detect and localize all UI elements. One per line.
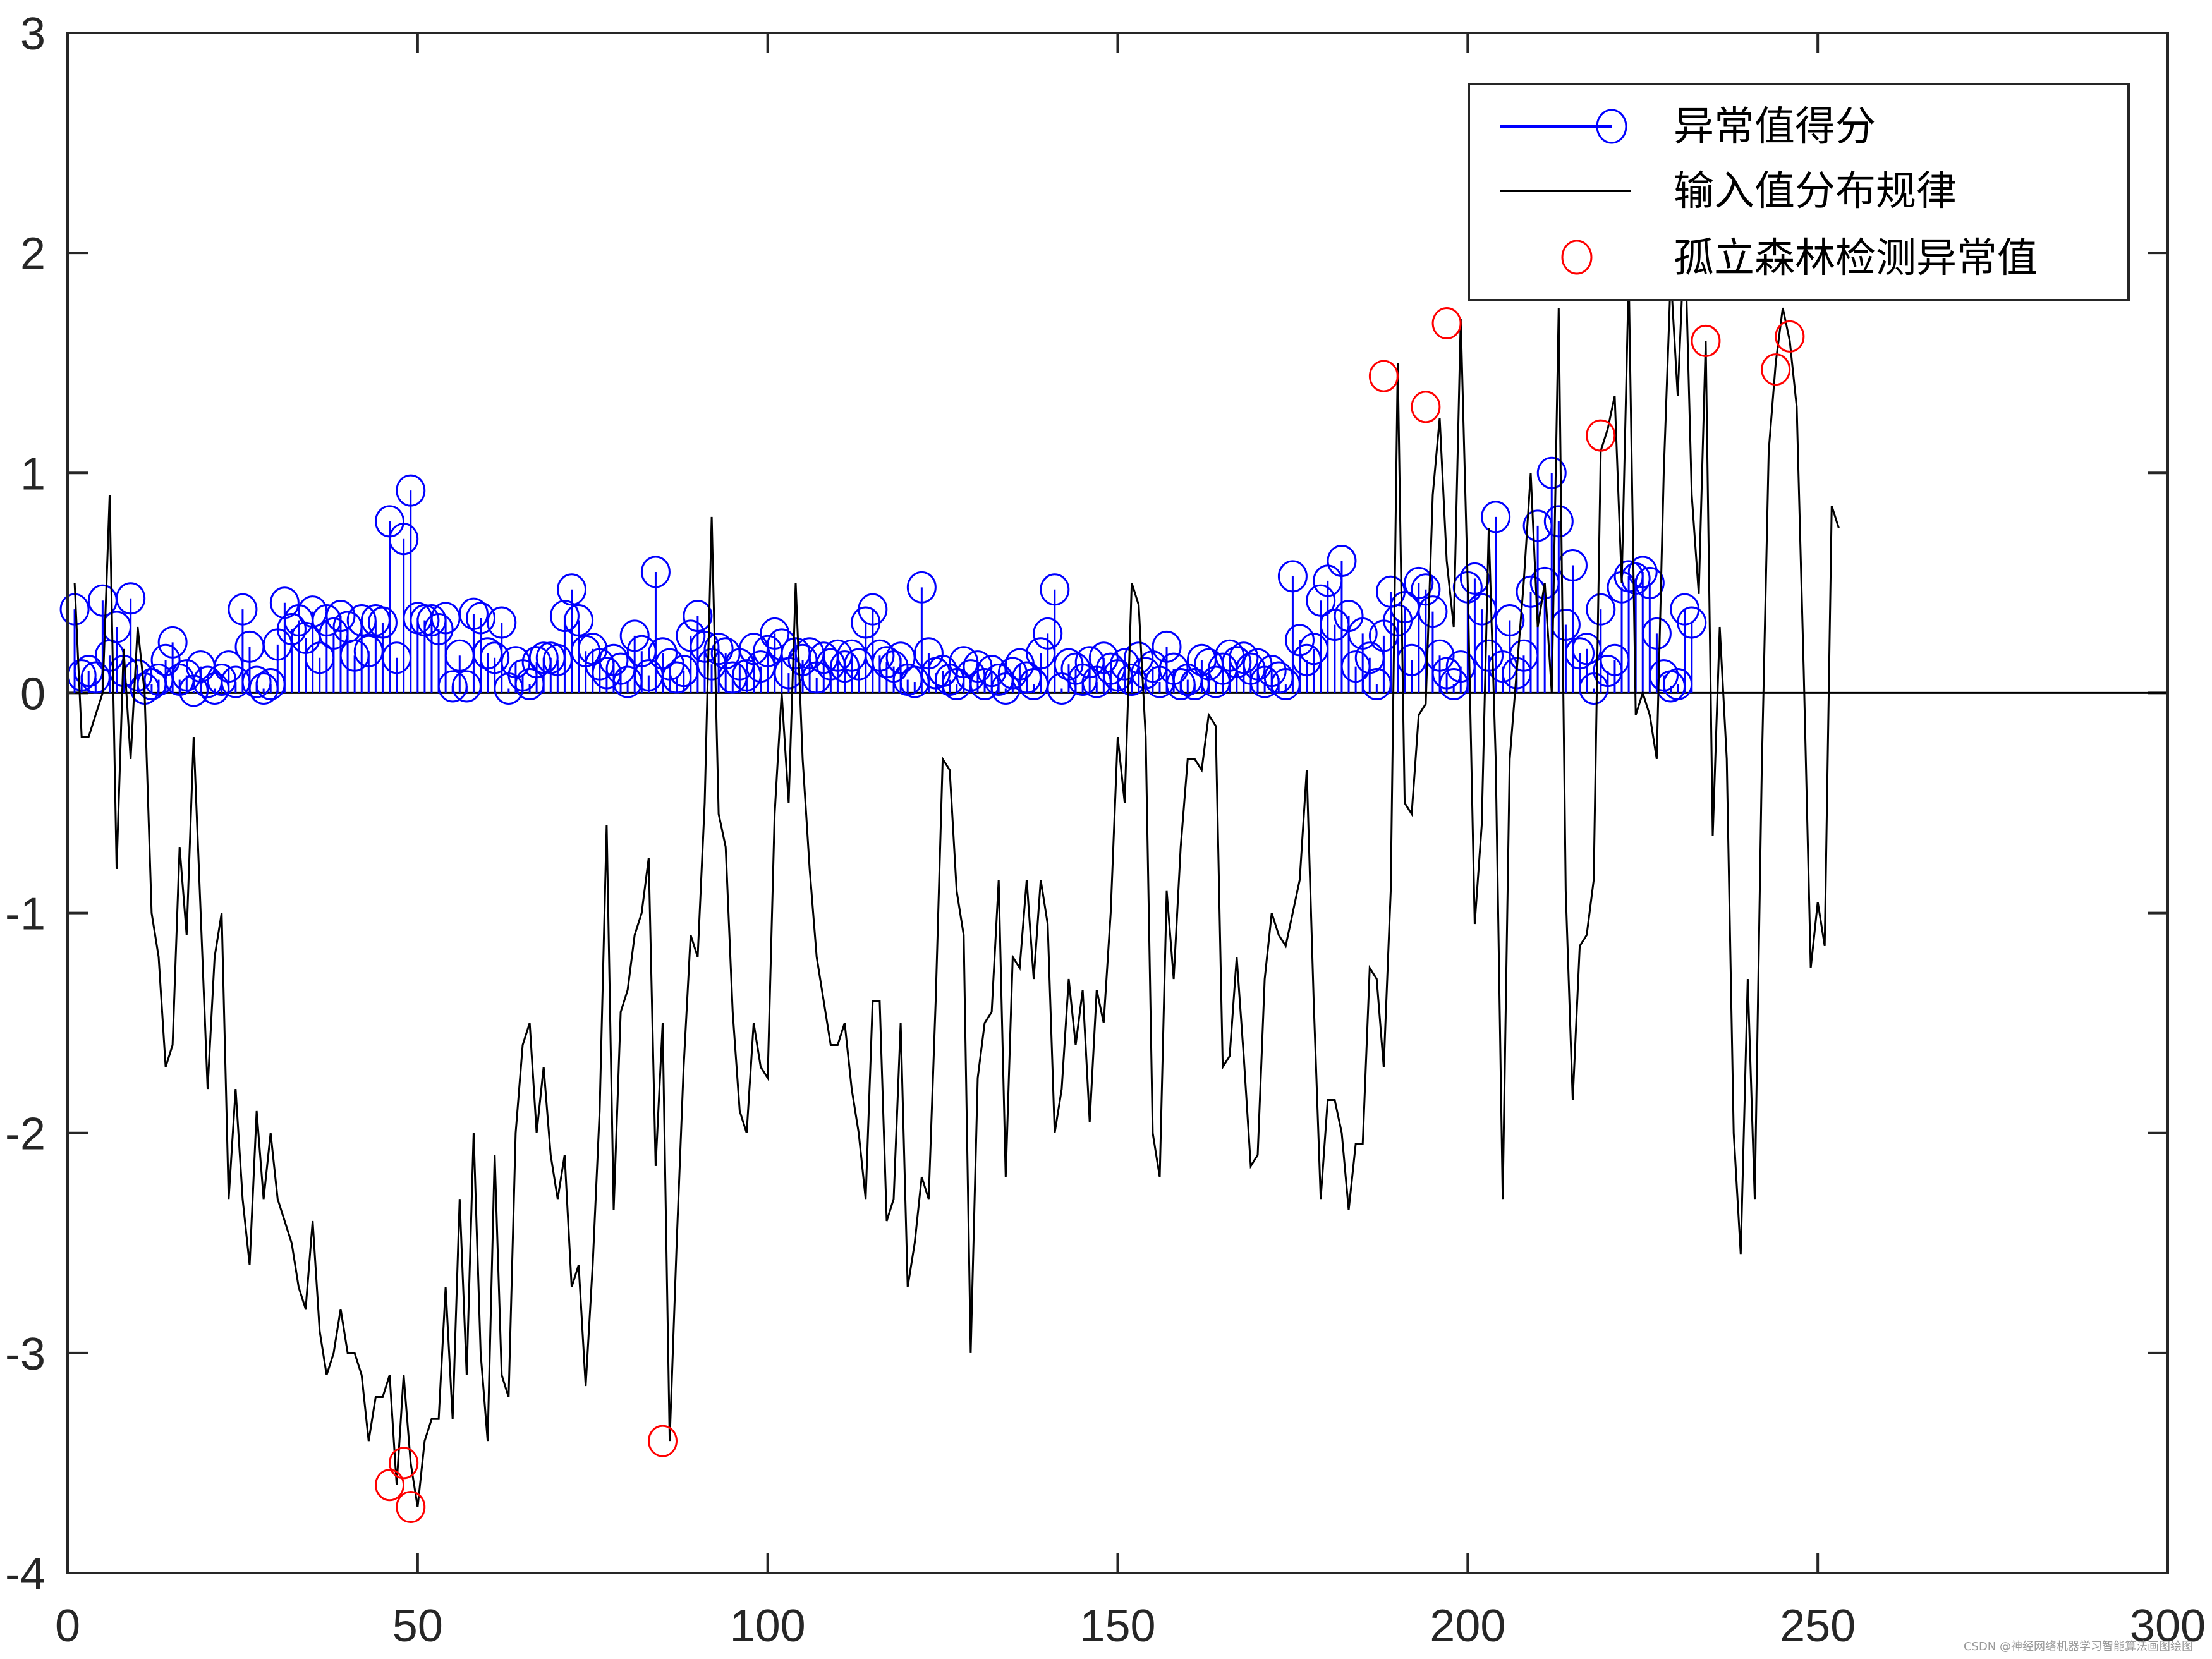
y-tick-label: -4 (5, 1549, 46, 1600)
input-value-line (73, 231, 1840, 1507)
x-tick-label: 250 (1780, 1601, 1856, 1651)
tick-labels: 0 50 100 150 200 250 300 -4 -3 -2 -1 0 1 2 3 (5, 9, 2206, 1651)
legend-label-outlier: 孤立森林检测异常值 (1674, 235, 2038, 282)
legend-outlier-circle-icon (1561, 240, 1593, 275)
anomaly-score-stems (59, 456, 1707, 707)
x-tick-label: 200 (1430, 1601, 1505, 1651)
legend-label-input: 输入值分布规律 (1674, 168, 1957, 215)
y-tick-label: -2 (5, 1109, 46, 1160)
outlier-markers (375, 307, 1805, 1524)
x-tick-label: 0 (55, 1601, 80, 1651)
y-tick-label: 1 (20, 449, 46, 499)
x-tick-label: 150 (1079, 1601, 1155, 1651)
y-tick-label: -3 (5, 1329, 46, 1380)
x-tick-label: 50 (392, 1601, 443, 1651)
x-tick-label: 300 (2130, 1601, 2206, 1651)
y-tick-label: 2 (20, 229, 46, 279)
watermark: CSDN @神经网络机器学习智能算法画图绘图 (1963, 1640, 2193, 1653)
legend-label-score: 异常值得分 (1674, 104, 1876, 150)
x-tick-label: 100 (730, 1601, 806, 1651)
plot-frame (66, 32, 2169, 1574)
y-tick-label: -1 (5, 889, 46, 940)
y-tick-label: 3 (20, 9, 46, 59)
y-tick-label: 0 (20, 669, 46, 719)
legend: 异常值得分 输入值分布规律 孤立森林检测异常值 (1468, 83, 2130, 301)
